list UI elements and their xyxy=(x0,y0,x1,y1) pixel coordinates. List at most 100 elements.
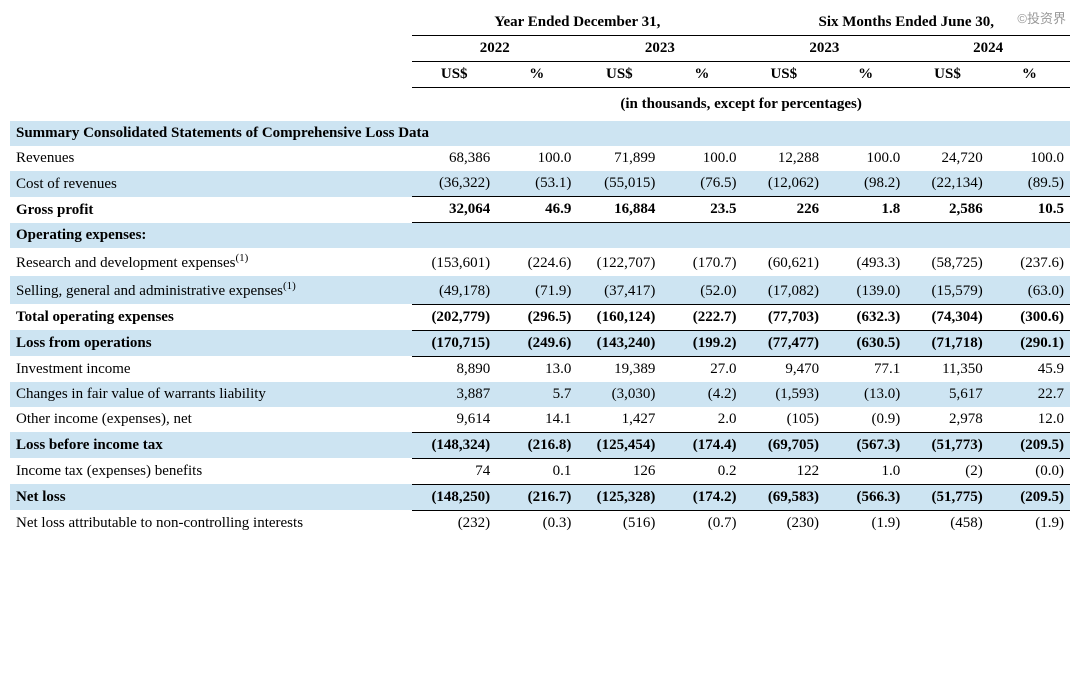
label-inv-income: Investment income xyxy=(10,356,412,382)
units-note-row: (in thousands, except for percentages) xyxy=(10,88,1070,122)
units-note: (in thousands, except for percentages) xyxy=(412,88,1070,122)
unit-pct: % xyxy=(825,62,906,88)
row-net-loss: Net loss (148,250) (216.7) (125,328) (17… xyxy=(10,484,1070,510)
row-sga: Selling, general and administrative expe… xyxy=(10,276,1070,304)
cell: (493.3) xyxy=(825,248,906,276)
cell: 3,887 xyxy=(412,382,496,407)
col-2023b: 2023 xyxy=(743,36,907,62)
cell: (77,703) xyxy=(743,304,826,330)
cell: 45.9 xyxy=(989,356,1070,382)
cell: 126 xyxy=(577,458,661,484)
cell: (237.6) xyxy=(989,248,1070,276)
cell: 9,470 xyxy=(743,356,826,382)
cell: (209.5) xyxy=(989,484,1070,510)
cell: 16,884 xyxy=(577,197,661,223)
cell: (3,030) xyxy=(577,382,661,407)
cell: (49,178) xyxy=(412,276,496,304)
cell: (209.5) xyxy=(989,432,1070,458)
cell: (37,417) xyxy=(577,276,661,304)
cell: (296.5) xyxy=(496,304,577,330)
cell: (2) xyxy=(906,458,989,484)
label-sga: Selling, general and administrative expe… xyxy=(10,276,412,304)
cell: 100.0 xyxy=(825,146,906,171)
cell: 0.1 xyxy=(496,458,577,484)
cell: (69,583) xyxy=(743,484,826,510)
cell: (202,779) xyxy=(412,304,496,330)
cell: (630.5) xyxy=(825,330,906,356)
header-row-units: US$ % US$ % US$ % US$ % xyxy=(10,62,1070,88)
label-opex: Operating expenses: xyxy=(10,223,1070,249)
cell: 5.7 xyxy=(496,382,577,407)
cell: 24,720 xyxy=(906,146,989,171)
cell: 74 xyxy=(412,458,496,484)
row-revenues: Revenues 68,386 100.0 71,899 100.0 12,28… xyxy=(10,146,1070,171)
cell: (170.7) xyxy=(661,248,742,276)
cell: (224.6) xyxy=(496,248,577,276)
cell: 9,614 xyxy=(412,407,496,433)
cell: (143,240) xyxy=(577,330,661,356)
cell: (516) xyxy=(577,510,661,536)
cell: 0.2 xyxy=(661,458,742,484)
cell: 8,890 xyxy=(412,356,496,382)
cell: 12,288 xyxy=(743,146,826,171)
row-tax: Income tax (expenses) benefits 74 0.1 12… xyxy=(10,458,1070,484)
col-2023a: 2023 xyxy=(577,36,742,62)
row-loss-ops: Loss from operations (170,715) (249.6) (… xyxy=(10,330,1070,356)
cell: (76.5) xyxy=(661,171,742,197)
unit-usd: US$ xyxy=(577,62,661,88)
cell: 13.0 xyxy=(496,356,577,382)
cell: 46.9 xyxy=(496,197,577,223)
cell: (105) xyxy=(743,407,826,433)
cell: (0.3) xyxy=(496,510,577,536)
financial-table: Year Ended December 31, Six Months Ended… xyxy=(10,10,1070,536)
row-warrants: Changes in fair value of warrants liabil… xyxy=(10,382,1070,407)
cell: (300.6) xyxy=(989,304,1070,330)
cell: (290.1) xyxy=(989,330,1070,356)
cell: (566.3) xyxy=(825,484,906,510)
label-tax: Income tax (expenses) benefits xyxy=(10,458,412,484)
row-rd: Research and development expenses(1) (15… xyxy=(10,248,1070,276)
cell: (1.9) xyxy=(825,510,906,536)
row-loss-before-tax: Loss before income tax (148,324) (216.8)… xyxy=(10,432,1070,458)
cell: (58,725) xyxy=(906,248,989,276)
cell: 19,389 xyxy=(577,356,661,382)
cell: (122,707) xyxy=(577,248,661,276)
unit-pct: % xyxy=(661,62,742,88)
cell: (222.7) xyxy=(661,304,742,330)
row-opex-header: Operating expenses: xyxy=(10,223,1070,249)
sup-1: (1) xyxy=(283,280,296,292)
cell: 5,617 xyxy=(906,382,989,407)
cell: (174.2) xyxy=(661,484,742,510)
row-cost-revenues: Cost of revenues (36,322) (53.1) (55,015… xyxy=(10,171,1070,197)
cell: (199.2) xyxy=(661,330,742,356)
label-rd: Research and development expenses(1) xyxy=(10,248,412,276)
section-title: Summary Consolidated Statements of Compr… xyxy=(16,125,429,141)
cell: 23.5 xyxy=(661,197,742,223)
label-warrants: Changes in fair value of warrants liabil… xyxy=(10,382,412,407)
label-rd-text: Research and development expenses xyxy=(16,255,236,271)
cell: (51,773) xyxy=(906,432,989,458)
cell: 2.0 xyxy=(661,407,742,433)
row-other: Other income (expenses), net 9,614 14.1 … xyxy=(10,407,1070,433)
cell: 1.8 xyxy=(825,197,906,223)
label-loss-ops: Loss from operations xyxy=(10,330,412,356)
label-sga-text: Selling, general and administrative expe… xyxy=(16,283,283,299)
cell: 10.5 xyxy=(989,197,1070,223)
cell: (216.7) xyxy=(496,484,577,510)
cell: (632.3) xyxy=(825,304,906,330)
label-total-opex: Total operating expenses xyxy=(10,304,412,330)
cell: 1,427 xyxy=(577,407,661,433)
cell: 226 xyxy=(743,197,826,223)
cell: 77.1 xyxy=(825,356,906,382)
cell: 100.0 xyxy=(661,146,742,171)
label-loss-before-tax: Loss before income tax xyxy=(10,432,412,458)
label-cost-revenues: Cost of revenues xyxy=(10,171,412,197)
cell: (148,324) xyxy=(412,432,496,458)
unit-usd: US$ xyxy=(906,62,989,88)
label-gross-profit: Gross profit xyxy=(10,197,412,223)
cell: 68,386 xyxy=(412,146,496,171)
cell: 14.1 xyxy=(496,407,577,433)
cell: (55,015) xyxy=(577,171,661,197)
cell: (12,062) xyxy=(743,171,826,197)
label-revenues: Revenues xyxy=(10,146,412,171)
